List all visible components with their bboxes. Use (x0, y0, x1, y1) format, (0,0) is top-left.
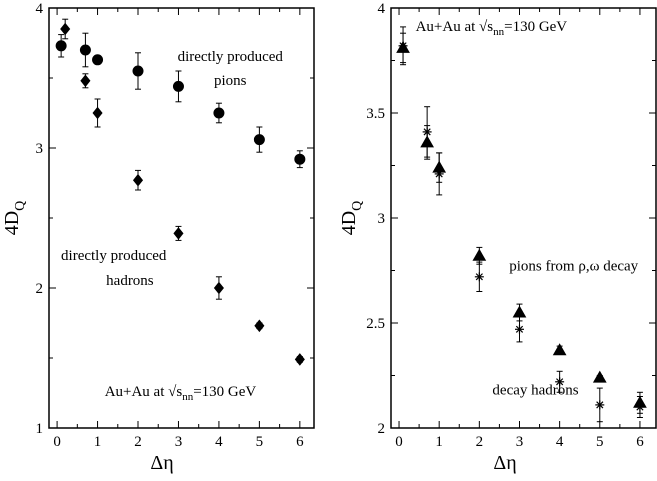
x-tick-label: 1 (94, 434, 102, 450)
annotation: Au+Au at √snn=130 GeV (105, 384, 257, 403)
annotation-text: pions (214, 73, 247, 89)
x-tick-label: 6 (636, 434, 644, 450)
y-axis-label: 4DQ (1, 201, 28, 236)
x-tick-label: 5 (596, 434, 604, 450)
data-point-triangle (513, 307, 525, 318)
x-tick-label: 3 (175, 434, 183, 450)
y-tick-label: 2.5 (366, 316, 385, 332)
annotation: pions from ρ,ω decay (509, 259, 638, 275)
annotation-text: directly produced (178, 49, 284, 65)
series-star (399, 27, 645, 422)
data-point-star (635, 403, 644, 412)
data-point-star (423, 127, 432, 136)
y-tick-label: 3.5 (366, 106, 385, 122)
data-point-circle (254, 135, 264, 145)
annotation: hadrons (106, 273, 154, 289)
data-point-diamond (295, 354, 304, 365)
data-point-circle (173, 81, 183, 91)
y-tick-label: 1 (36, 421, 44, 437)
y-axis-label-subscript: Q (13, 201, 28, 211)
x-tick-label: 2 (476, 434, 484, 450)
data-point-diamond (215, 283, 224, 294)
annotation: pions (214, 73, 247, 89)
annotation-text-after: =130 GeV (504, 19, 567, 35)
annotation-subscript: nn (182, 391, 194, 403)
annotation-text: Au+Au at √s (105, 384, 183, 400)
data-point-circle (133, 66, 143, 76)
x-tick-label: 5 (256, 434, 264, 450)
annotation-text: Au+Au at √s (416, 19, 494, 35)
y-tick-label: 3 (36, 141, 44, 157)
data-point-star (595, 400, 604, 409)
y-axis-label-main: 4D (1, 211, 23, 235)
data-point-triangle (594, 372, 606, 383)
annotation-text: hadrons (106, 273, 154, 289)
data-point-circle (80, 45, 90, 55)
data-point-star (435, 169, 444, 178)
data-point-circle (93, 55, 103, 65)
y-tick-label: 3 (378, 211, 386, 227)
x-axis-label: Δη (493, 452, 516, 474)
data-point-diamond (134, 175, 143, 186)
data-point-triangle (554, 344, 566, 355)
x-tick-label: 4 (215, 434, 223, 450)
x-tick-label: 3 (516, 434, 524, 450)
y-tick-label: 4 (378, 1, 386, 17)
chart-panel-2: 0 1 2 3 4 5 6 2 2.5 3 3.5 4 Δη 4DQ Au+Au at √snn=130 G… (338, 1, 656, 474)
y-tick-label: 4 (36, 1, 44, 17)
x-tick-label: 4 (556, 434, 564, 450)
x-tick-label: 2 (134, 434, 142, 450)
annotation-text: directly produced (61, 248, 167, 264)
annotation-text-after: =130 GeV (193, 384, 256, 400)
data-point-circle (295, 154, 305, 164)
y-tick-label: 2 (36, 281, 44, 297)
data-point-triangle (473, 250, 485, 260)
x-tick-label: 6 (296, 434, 304, 450)
annotation-text: decay hadrons (492, 382, 578, 398)
annotation-subscript: nn (493, 26, 505, 38)
y-axis-label-subscript: Q (350, 201, 365, 211)
data-point-diamond (255, 320, 264, 331)
plot-frame (391, 8, 656, 428)
data-point-circle (214, 108, 224, 118)
annotation: directly produced (178, 49, 284, 65)
annotation: directly produced (61, 248, 167, 264)
data-point-diamond (174, 228, 183, 239)
series-triangle (397, 33, 646, 413)
data-point-star (399, 41, 408, 50)
x-axis-label: Δη (150, 452, 173, 474)
y-axis-label: 4DQ (338, 201, 365, 236)
data-point-star (475, 272, 484, 281)
data-point-diamond (61, 24, 70, 35)
data-point-circle (56, 41, 66, 51)
data-point-star (515, 325, 524, 334)
data-point-diamond (81, 75, 90, 86)
x-tick-label: 1 (435, 434, 443, 450)
y-axis-label-main: 4D (338, 211, 360, 235)
series-diamond (61, 19, 304, 365)
annotation-text: pions from ρ,ω decay (509, 259, 638, 275)
y-tick-label: 2 (378, 421, 386, 437)
annotation: decay hadrons (492, 382, 578, 398)
annotation: Au+Au at √snn=130 GeV (416, 19, 568, 38)
x-tick-label: 0 (395, 434, 403, 450)
x-tick-label: 0 (53, 434, 61, 450)
plot-frame (49, 8, 314, 428)
data-point-diamond (93, 108, 102, 119)
